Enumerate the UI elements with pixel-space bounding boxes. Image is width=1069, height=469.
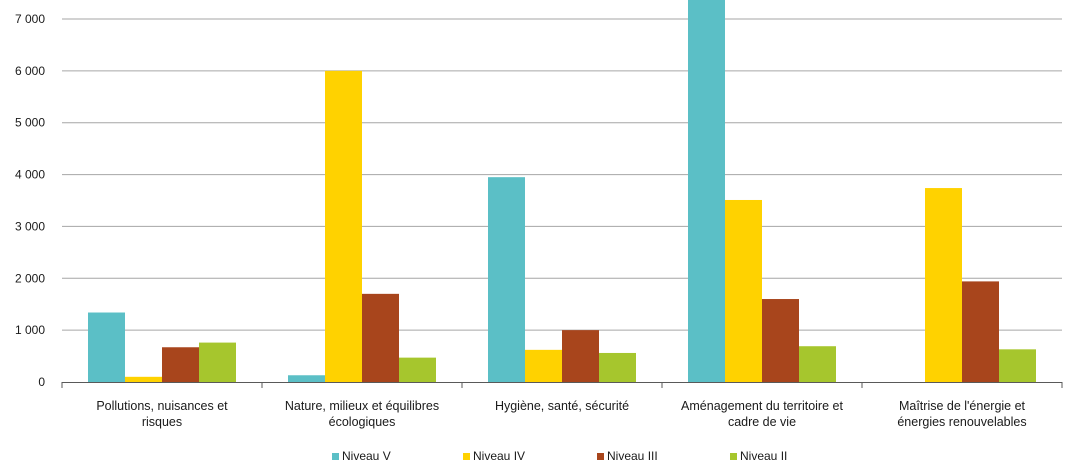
bar [288, 375, 325, 382]
y-tick-label: 3 000 [15, 219, 45, 233]
bar [725, 199, 762, 382]
x-tick-label: cadre de vie [728, 415, 796, 429]
legend-swatch [730, 453, 737, 460]
bar [199, 342, 236, 382]
y-tick-label: 4 000 [15, 168, 45, 182]
legend-swatch [597, 453, 604, 460]
bars-group [88, 0, 1036, 382]
bar [88, 312, 125, 382]
bar [525, 349, 562, 382]
legend-label: Niveau IV [473, 449, 525, 463]
x-tick-label: Nature, milieux et équilibres [285, 399, 439, 413]
bar [762, 299, 799, 382]
bar [488, 177, 525, 382]
legend: Niveau V Niveau IV Niveau III Niveau II [332, 449, 787, 463]
y-tick-label: 5 000 [15, 116, 45, 130]
bar [399, 357, 436, 382]
x-tick-label: écologiques [329, 415, 396, 429]
bar [599, 352, 636, 382]
bar [125, 376, 162, 382]
bar [999, 349, 1036, 382]
legend-label: Niveau II [740, 449, 787, 463]
bar [162, 347, 199, 382]
y-tick-label: 0 [38, 375, 45, 389]
gridlines [62, 18, 1062, 331]
bar [799, 346, 836, 382]
y-tick-label: 6 000 [15, 64, 45, 78]
legend-label: Niveau V [342, 449, 391, 463]
x-tick-label: risques [142, 415, 182, 429]
bar [962, 281, 999, 382]
y-axis: 0 1 000 2 000 3 000 4 000 5 000 6 000 7 000 [15, 12, 45, 389]
y-tick-label: 1 000 [15, 323, 45, 337]
bar [562, 330, 599, 382]
y-tick-label: 2 000 [15, 271, 45, 285]
x-tick-label: Hygiène, santé, sécurité [495, 399, 629, 413]
bar [362, 293, 399, 382]
y-tick-label: 7 000 [15, 12, 45, 26]
x-axis: Pollutions, nuisances et risques Nature, m… [61, 382, 1063, 429]
x-tick-label: Pollutions, nuisances et [96, 399, 228, 413]
x-tick-label: Aménagement du territoire et [681, 399, 843, 413]
bar [688, 0, 725, 382]
legend-swatch [332, 453, 339, 460]
x-tick-label: énergies renouvelables [897, 415, 1026, 429]
bar [925, 188, 962, 382]
legend-swatch [463, 453, 470, 460]
legend-label: Niveau III [607, 449, 658, 463]
x-tick-label: Maîtrise de l'énergie et [899, 399, 1026, 413]
bar [325, 70, 362, 382]
